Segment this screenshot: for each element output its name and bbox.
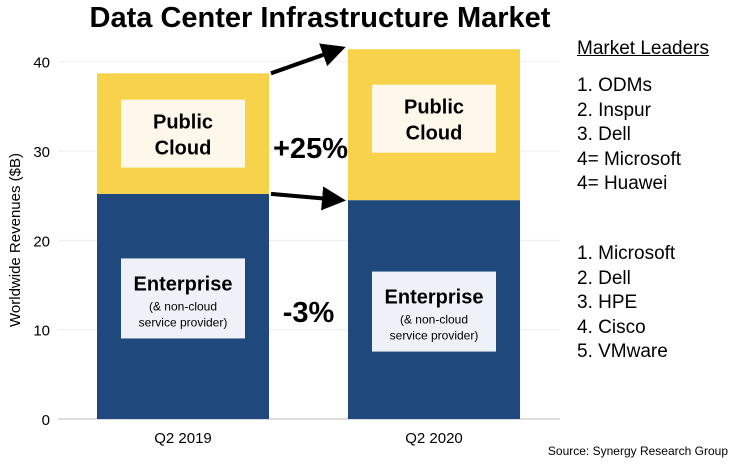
- cloud-label-line1: Public: [153, 112, 213, 134]
- y-tick-label: 40: [33, 55, 50, 72]
- leader-item: 5. VMware: [577, 341, 668, 362]
- leader-item: 2. Inspur: [577, 99, 651, 121]
- x-tick-label: Q2 2020: [405, 430, 463, 447]
- leader-item: 3. HPE: [577, 292, 638, 313]
- source-note: Source: Synergy Research Group: [547, 444, 728, 458]
- cloud-leaders-list: 1. ODMs 2. Inspur 3. Dell 4= Microsoft 4…: [577, 74, 681, 197]
- enterprise-label: Enterprise: [385, 287, 484, 309]
- leader-item: 4= Microsoft: [577, 148, 682, 170]
- cloud-label-line2: Cloud: [155, 138, 212, 160]
- enterprise-label: Enterprise: [134, 273, 233, 295]
- leader-item: 2. Dell: [577, 267, 631, 289]
- y-tick-label: 30: [33, 144, 50, 161]
- chart-title: Data Center Infrastructure Market: [89, 2, 551, 34]
- enterprise-change-label: -3%: [283, 297, 335, 329]
- enterprise-sublabel-line2: service provider): [139, 315, 228, 329]
- y-tick-label: 20: [33, 233, 50, 250]
- y-tick-label: 10: [33, 323, 50, 340]
- x-tick-label: Q2 2019: [154, 430, 212, 447]
- enterprise-leaders-list: 1. Microsoft 2. Dell 3. HPE 4. Cisco 5. …: [577, 242, 675, 365]
- leader-item: 1. Microsoft: [577, 243, 676, 264]
- leader-item: 4= Huawei: [577, 173, 668, 194]
- leaders-title: Market Leaders: [577, 38, 710, 59]
- enterprise-sublabel-line1: (& non-cloud: [400, 313, 468, 327]
- y-tick-label: 0: [42, 412, 50, 429]
- enterprise-sublabel-line2: service provider): [390, 329, 479, 343]
- leader-item: 4. Cisco: [577, 316, 646, 338]
- leader-item: 1. ODMs: [577, 75, 652, 96]
- cloud-label-box: [372, 84, 496, 153]
- enterprise-sublabel-line1: (& non-cloud: [149, 299, 217, 313]
- cloud-label-line1: Public: [404, 97, 464, 119]
- enterprise-label-box: [121, 258, 245, 339]
- leader-item: 3. Dell: [577, 124, 631, 145]
- enterprise-label-box: [372, 271, 496, 352]
- growth-arrow-total: [270, 43, 346, 76]
- cloud-label-line2: Cloud: [406, 123, 463, 145]
- cloud-change-label: +25%: [273, 133, 348, 165]
- y-axis-label: Worldwide Revenues ($B): [7, 153, 24, 327]
- growth-arrow-enterprise: [270, 186, 346, 211]
- cloud-label-box: [121, 99, 245, 168]
